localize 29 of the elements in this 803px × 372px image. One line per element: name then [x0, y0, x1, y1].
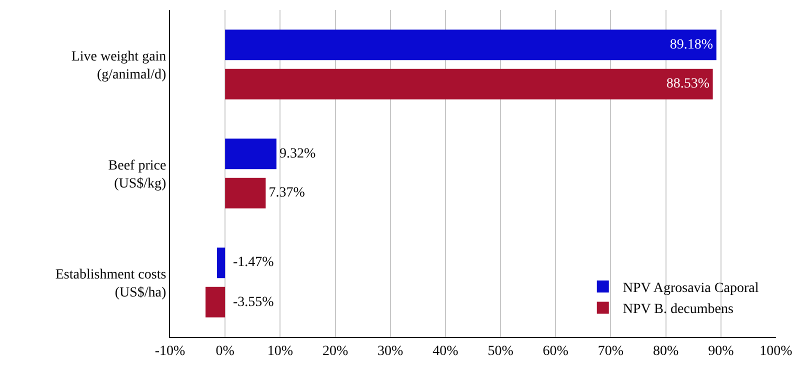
x-tick-label: 90% [708, 344, 734, 359]
x-tick-label: 20% [322, 344, 348, 359]
data-label: 88.53% [666, 76, 710, 92]
x-tick-label: 70% [598, 344, 624, 359]
bar [225, 30, 716, 60]
x-tick-label: 30% [378, 344, 404, 359]
bar [225, 138, 276, 170]
x-tick-label: 50% [488, 344, 514, 359]
x-tick-label: -10% [154, 344, 186, 359]
x-tick-label: 40% [432, 344, 459, 359]
data-label: 89.18% [670, 37, 714, 52]
bar [225, 68, 713, 100]
bar [225, 178, 266, 208]
x-tick-label: 80% [652, 344, 679, 359]
bar [216, 248, 226, 278]
x-tick-label: 100% [760, 344, 793, 359]
x-tick-label: 10% [267, 344, 294, 359]
y-tick-label: Beef price (US$/kg) [108, 158, 167, 192]
legend-label: NPV Agrosavia Caporal [622, 280, 759, 296]
x-tick-label: 0% [216, 344, 235, 359]
y-tick-label: Live weight gain (g/animal/d) [71, 49, 167, 82]
data-label: -1.47% [233, 255, 274, 270]
y-tick-label: Establishment costs (US$/ha) [55, 267, 167, 300]
bar [206, 286, 226, 318]
legend-label: NPV B. decumbens [622, 302, 734, 318]
x-tick-label: 60% [542, 344, 569, 359]
data-label: -3.55% [233, 295, 274, 310]
data-label: 7.37% [268, 186, 306, 201]
data-label: 9.32% [279, 146, 316, 162]
